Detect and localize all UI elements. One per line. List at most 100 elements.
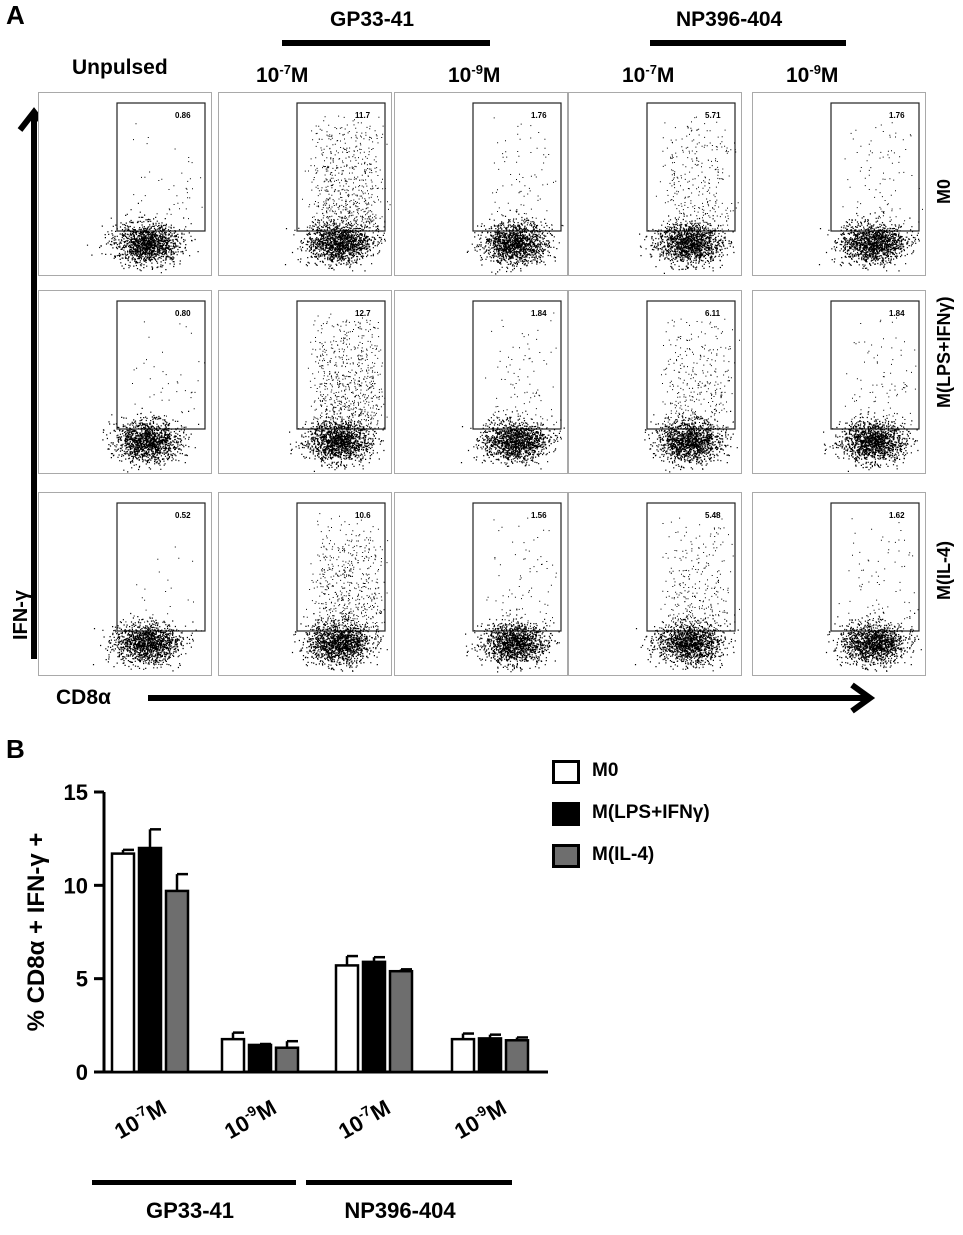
legend-label-il4: M(IL-4) [592, 844, 655, 865]
flow-plot-dots [102, 300, 206, 473]
legend-swatch-m0 [552, 760, 580, 784]
flow-plot: 1.76 [752, 92, 926, 276]
group-bar-gp33 [92, 1180, 296, 1185]
gate-percentage: 10.6 [355, 511, 371, 520]
gate-percentage: 1.76 [889, 111, 905, 120]
gate-percentage: 1.62 [889, 511, 905, 520]
flow-plot: 0.80 [38, 290, 212, 474]
bar [450, 1037, 476, 1074]
flow-plot: 1.62 [752, 492, 926, 676]
flow-plot: 0.86 [38, 92, 212, 276]
gate-rectangle [646, 502, 736, 632]
gate-percentage: 1.76 [531, 111, 547, 120]
flow-plot: 12.7 [218, 290, 392, 474]
flow-plot: 5.71 [568, 92, 742, 276]
gate-percentage: 1.84 [531, 309, 547, 318]
event-dots [92, 546, 202, 672]
flow-plot: 10.6 [218, 492, 392, 676]
y-tick-label: 15 [64, 780, 88, 805]
group-bar-np396 [306, 1180, 512, 1185]
gate-rectangle [116, 502, 206, 632]
legend-swatch-lps [552, 802, 580, 826]
bar [164, 889, 190, 1074]
y-tick-label: 0 [76, 1060, 88, 1085]
conc-label-gp-9: 10-9M [448, 62, 501, 87]
gate-rectangle [472, 102, 562, 232]
flow-plot-dots [291, 502, 389, 672]
event-dots [644, 318, 740, 473]
gate-percentage: 1.84 [889, 309, 905, 318]
row-label-il4: M(IL-4) [934, 541, 954, 600]
group-bar-gp33 [282, 40, 490, 46]
flow-plot-dots [460, 300, 565, 470]
flow-plot: 5.48 [568, 492, 742, 676]
gate-percentage: 5.71 [705, 111, 721, 120]
group-bar-np396 [650, 40, 846, 46]
event-dots [460, 312, 565, 470]
category-tick-label: 10-7M [333, 1093, 394, 1144]
gate-rectangle [296, 502, 386, 632]
group-label-gp33: GP33-41 [330, 8, 415, 31]
gate-rectangle [830, 102, 920, 232]
gate-rectangle [830, 300, 920, 430]
gate-rectangle [472, 300, 562, 430]
gate-percentage: 0.52 [175, 511, 191, 520]
y-axis-label: % CD8α + IFN-γ + [23, 833, 50, 1032]
event-dots [86, 123, 203, 274]
category-tick-label: 10-9M [219, 1093, 280, 1144]
group-label-gp33: GP33-41 [146, 1198, 234, 1223]
flow-plot: 1.84 [752, 290, 926, 474]
y-tick-label: 10 [64, 873, 88, 898]
gate-rectangle [296, 300, 386, 430]
gate-rectangle [830, 502, 920, 632]
event-dots [465, 517, 560, 673]
flow-plot-dots [639, 102, 739, 274]
event-dots [639, 116, 739, 274]
cd8-axis-arrow [148, 682, 876, 714]
event-dots [289, 313, 388, 472]
bar [477, 1037, 503, 1074]
bar [361, 960, 387, 1074]
flow-plot: 11.7 [218, 92, 392, 276]
flow-plot-dots [825, 502, 922, 672]
conc-label-np-7: 10-7M [622, 62, 675, 87]
event-dots [823, 317, 919, 472]
legend-swatch-il4 [552, 844, 580, 868]
flow-plot: 1.84 [394, 290, 568, 474]
bar [504, 1039, 530, 1074]
gate-percentage: 11.7 [355, 111, 371, 120]
bar [334, 964, 360, 1074]
event-dots [284, 115, 391, 272]
group-label-np396: NP396-404 [344, 1198, 456, 1223]
gate-percentage: 6.11 [705, 309, 721, 318]
flow-plot: 1.76 [394, 92, 568, 276]
bar [388, 969, 414, 1074]
gate-percentage: 0.86 [175, 111, 191, 120]
gate-percentage: 1.56 [531, 511, 547, 520]
event-dots [102, 321, 206, 473]
row-label-lps: M(LPS+IFNγ) [934, 296, 954, 408]
flow-plot-dots [823, 300, 920, 472]
flow-plot-dots [289, 300, 388, 472]
unpulsed-label: Unpulsed [72, 56, 168, 79]
flow-plot-dots [644, 300, 740, 473]
panel-a-letter: A [6, 0, 25, 30]
gate-percentage: 12.7 [355, 309, 371, 318]
conc-label-np-9: 10-9M [786, 62, 839, 87]
panel-b-letter: B [6, 734, 25, 764]
gate-percentage: 0.80 [175, 309, 191, 318]
bar [137, 846, 163, 1074]
gate-rectangle [116, 102, 206, 232]
event-dots [818, 122, 923, 272]
flow-plot-dots [92, 502, 206, 672]
event-dots [291, 513, 389, 672]
bar [110, 852, 136, 1074]
event-dots [825, 518, 922, 672]
row-label-m0: M0 [934, 178, 954, 204]
gate-rectangle [646, 102, 736, 232]
bar [274, 1046, 300, 1074]
gate-rectangle [116, 300, 206, 430]
gate-rectangle [472, 502, 562, 632]
bar [220, 1037, 246, 1074]
bar-chart: 0 5 10 15 % CD8α + IFN-γ + 10-7M 10-9M 10-7M 10-… [23, 780, 548, 1223]
